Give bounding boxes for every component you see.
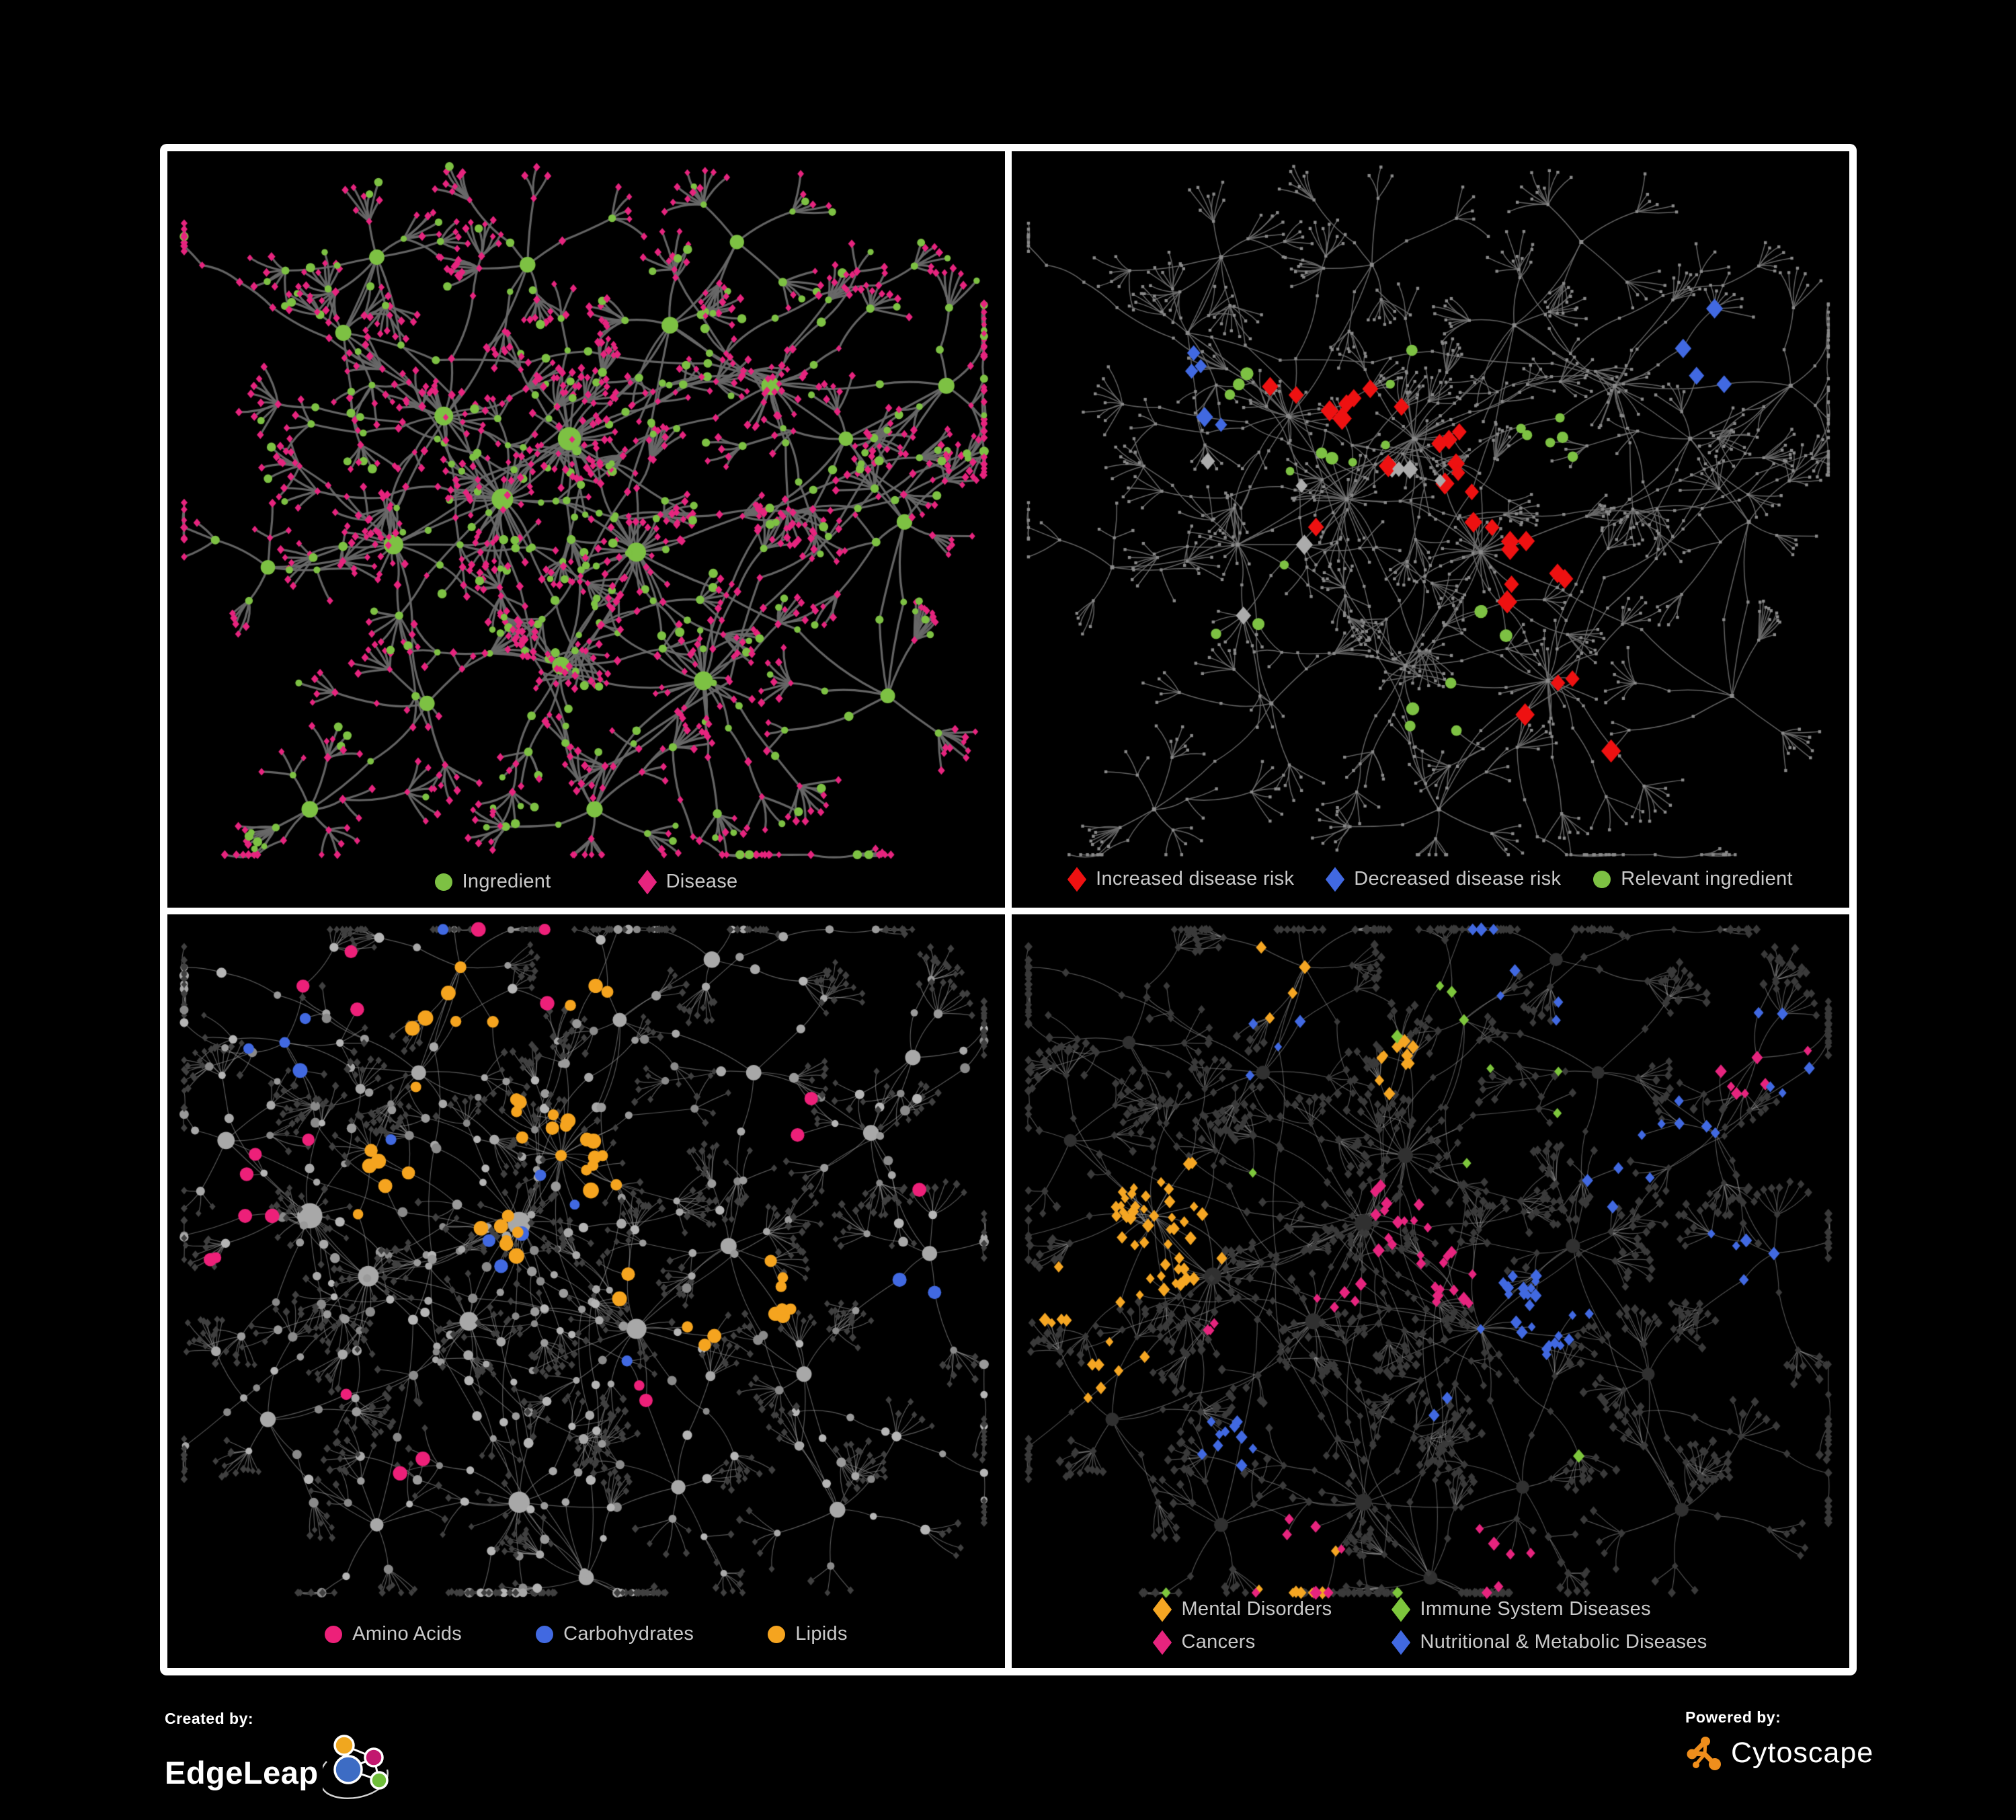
legend-label: Immune System Diseases [1420,1598,1651,1620]
lipids-circle-icon [768,1625,786,1643]
network-canvas-disease-risk [1012,151,1849,908]
relevant-ingredient-circle-icon [1593,870,1611,888]
legend-label: Increased disease risk [1096,868,1295,889]
network-canvas-ingredient-disease [167,151,1005,908]
legend-label: Cancers [1181,1631,1256,1653]
legend-item-disease: Disease [637,869,738,894]
created-by-block: Created by: EdgeLeap [165,1710,403,1810]
legend-item-immune-system-diseases: Immune System Diseases [1392,1597,1707,1622]
legend-label: Carbohydrates [563,1623,694,1645]
legend-disease-risk: Increased disease risk Decreased disease… [1012,867,1849,892]
amino-acids-circle-icon [325,1625,343,1643]
disease-diamond-icon [637,869,657,894]
legend-label: Decreased disease risk [1354,868,1562,889]
legend-label: Disease [666,871,738,892]
edgeleap-wordmark: EdgeLeap [165,1754,319,1790]
network-canvas-disease-classes [1012,914,1849,1668]
panel-metabolite-classes: Amino Acids Carbohydrates Lipids [167,914,1005,1668]
panel-ingredient-disease: Ingredient Disease [167,151,1005,908]
legend-label: Amino Acids [352,1623,462,1645]
legend-label: Mental Disorders [1181,1598,1332,1620]
panel-disease-risk: Increased disease risk Decreased disease… [1012,151,1849,908]
legend-item-amino-acids: Amino Acids [325,1623,462,1645]
cytoscape-logo-icon [1685,1733,1724,1772]
legend-label: Relevant ingredient [1621,868,1793,889]
panel-disease-classes: Mental Disorders Immune System Diseases … [1012,914,1849,1668]
legend-label: Nutritional & Metabolic Diseases [1420,1631,1707,1653]
legend-item-mental-disorders: Mental Disorders [1153,1597,1332,1622]
legend-item-nutritional-metabolic-diseases: Nutritional & Metabolic Diseases [1392,1630,1707,1655]
decreased-risk-diamond-icon [1326,867,1345,892]
legend-disease-classes: Mental Disorders Immune System Diseases … [1012,1597,1849,1655]
legend-item-ingredient: Ingredient [434,871,551,893]
legend-item-decreased-risk: Decreased disease risk [1326,867,1562,892]
nutritional-metabolic-diseases-diamond-icon [1392,1630,1411,1655]
legend-item-carbohydrates: Carbohydrates [536,1623,694,1645]
powered-by-caption: Powered by: [1685,1708,1781,1726]
cytoscape-wordmark: Cytoscape [1731,1736,1874,1769]
cancers-diamond-icon [1153,1630,1172,1655]
legend-label: Lipids [795,1623,848,1645]
network-canvas-metabolite-classes [167,914,1005,1668]
legend-item-lipids: Lipids [768,1623,848,1645]
immune-system-diseases-diamond-icon [1392,1597,1411,1622]
legend-metabolite-classes: Amino Acids Carbohydrates Lipids [167,1623,1005,1645]
legend-item-relevant-ingredient: Relevant ingredient [1593,868,1793,890]
increased-risk-diamond-icon [1067,867,1087,892]
powered-by-block: Powered by: Cytoscape [1685,1708,1873,1772]
legend-item-increased-risk: Increased disease risk [1067,867,1295,892]
ingredient-circle-icon [434,873,452,891]
carbohydrates-circle-icon [536,1625,554,1643]
legend-item-cancers: Cancers [1153,1630,1332,1655]
created-by-caption: Created by: [165,1710,254,1727]
legend-label: Ingredient [462,871,551,892]
figure-grid: Ingredient Disease Increased disease ris… [160,144,1857,1675]
edgeleap-logo-icon [322,1735,403,1810]
legend-ingredient-disease: Ingredient Disease [167,869,1005,894]
mental-disorders-diamond-icon [1153,1597,1172,1622]
